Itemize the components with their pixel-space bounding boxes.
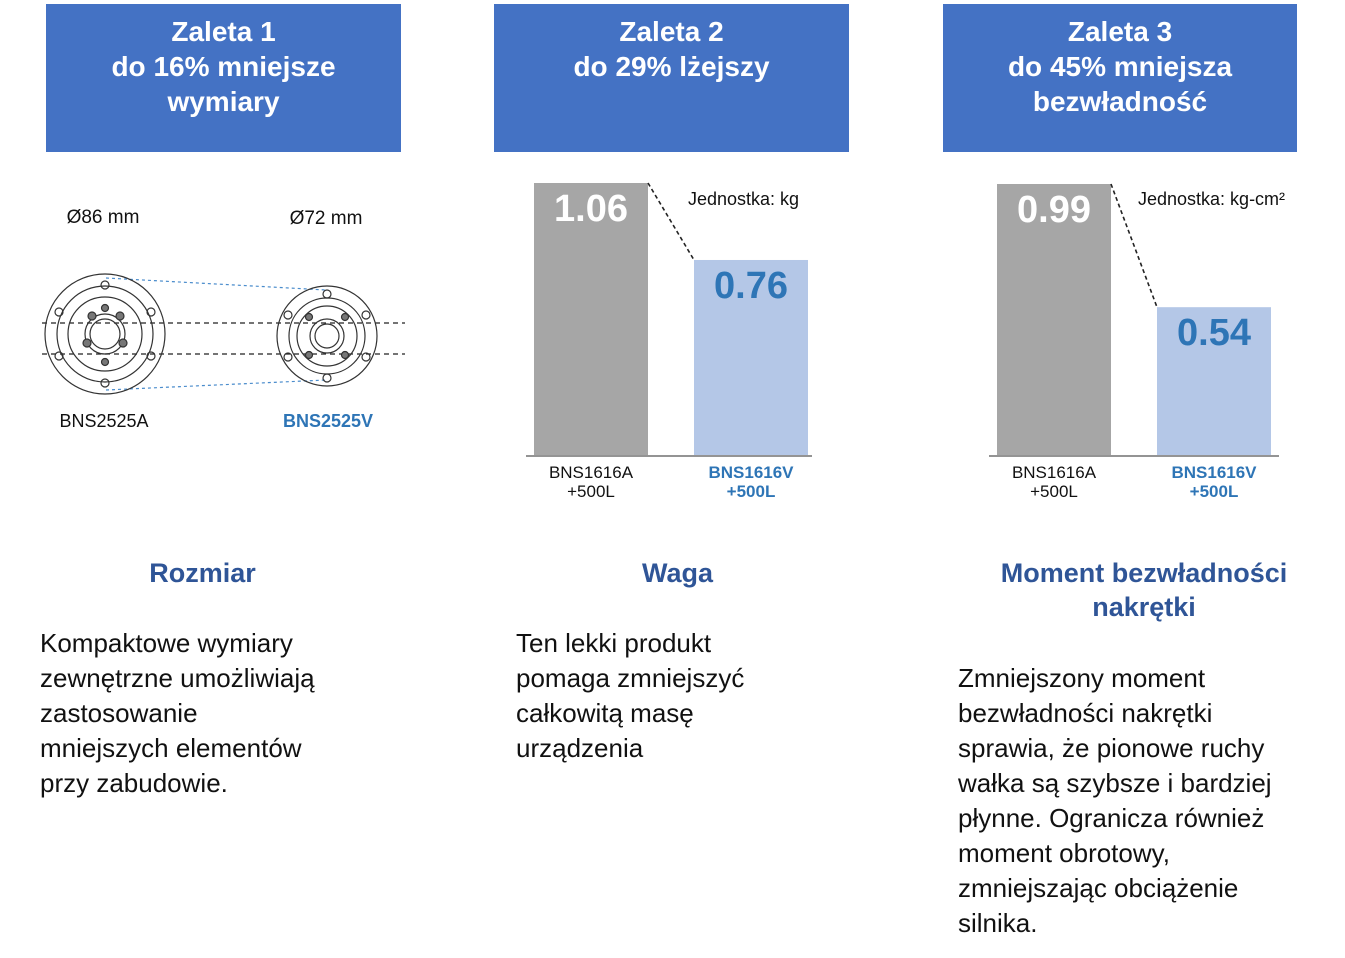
- desc-line: płynne. Ogranicza również: [958, 803, 1265, 833]
- unit-label: Jednostka: kg: [688, 189, 799, 209]
- value-label-1: 0.76: [714, 265, 788, 307]
- desc-line: przy zabudowie.: [40, 768, 228, 798]
- category-label-1: BNS1616V: [1171, 463, 1257, 482]
- model-label-left: BNS2525A: [59, 411, 148, 431]
- unit-label: Jednostka: kg-cm²: [1138, 189, 1285, 209]
- bar-0: [534, 183, 648, 455]
- inertia-chart: Jednostka: kg-cm² 0.99BNS1616A+500L0.54B…: [989, 183, 1285, 501]
- header-line: do 16% mniejsze: [111, 51, 336, 82]
- description-inertia: Zmniejszony moment bezwładności nakrętki…: [958, 661, 1272, 941]
- weight-chart: Jednostka: kg 1.06BNS1616A+500L0.76BNS16…: [526, 182, 812, 501]
- header-line: wymiary: [167, 86, 280, 117]
- desc-line: zewnętrzne umożliwiają: [40, 663, 315, 693]
- header-line: Zaleta 1: [171, 16, 276, 47]
- desc-line: zastosowanie: [40, 698, 198, 728]
- section-title-size: Rozmiar: [149, 558, 256, 588]
- header-line: do 29% lżejszy: [573, 51, 770, 82]
- desc-line: zmniejszając obciążenie: [958, 873, 1239, 903]
- bar-1: [694, 259, 808, 455]
- model-label-right: BNS2525V: [283, 411, 373, 431]
- bar-0: [997, 184, 1111, 455]
- diameter-label-right: Ø72 mm: [290, 208, 363, 229]
- value-label-1: 0.54: [1177, 312, 1251, 354]
- category-label-1: BNS1616V: [708, 463, 794, 482]
- desc-line: pomaga zmniejszyć: [516, 663, 745, 693]
- diameter-label-left: Ø86 mm: [67, 207, 140, 228]
- reduction-connector: [647, 182, 695, 261]
- title-line: nakrętki: [1092, 592, 1196, 622]
- category-sublabel-1: +500L: [727, 482, 776, 501]
- flange-bns2525v: [276, 285, 378, 387]
- section-title-weight: Waga: [641, 558, 713, 588]
- desc-line: bezwładności nakrętki: [958, 698, 1213, 728]
- desc-line: silnika.: [958, 908, 1038, 938]
- header-line: Zaleta 2: [619, 16, 724, 47]
- category-label-0: BNS1616A: [1012, 463, 1097, 482]
- flange-bns2525a: [44, 273, 166, 395]
- header-line: do 45% mniejsza: [1007, 51, 1233, 82]
- description-size: Kompaktowe wymiary zewnętrzne umożliwiaj…: [40, 626, 315, 801]
- value-label-0: 1.06: [554, 188, 628, 230]
- header-line: Zaleta 3: [1067, 16, 1173, 47]
- advantage-1-header: Zaleta 1 do 16% mniejsze wymiary: [46, 4, 401, 152]
- description-weight: Ten lekki produkt pomaga zmniejszyć całk…: [516, 626, 744, 766]
- header-line: bezwładność: [1032, 86, 1208, 117]
- desc-line: sprawia, że pionowe ruchy: [958, 733, 1265, 763]
- category-sublabel-0: +500L: [1030, 482, 1078, 501]
- desc-line: moment obrotowy,: [958, 838, 1170, 868]
- title-line: Moment bezwładności: [1000, 558, 1288, 588]
- desc-line: Kompaktowe wymiary: [40, 628, 293, 658]
- category-sublabel-1: +500L: [1190, 482, 1239, 501]
- desc-line: wałka są szybsze i bardziej: [958, 768, 1272, 798]
- category-label-0: BNS1616A: [549, 463, 634, 482]
- category-sublabel-0: +500L: [567, 482, 615, 501]
- desc-line: Ten lekki produkt: [516, 628, 712, 658]
- desc-line: Zmniejszony moment: [958, 663, 1206, 693]
- desc-line: mniejszych elementów: [40, 733, 302, 763]
- value-label-0: 0.99: [1017, 189, 1091, 231]
- size-comparison-diagram: Ø86 mm Ø72 mm: [42, 207, 405, 431]
- section-title-inertia: Moment bezwładności nakrętki: [970, 556, 1318, 624]
- bar-1: [1157, 307, 1271, 455]
- desc-line: całkowitą masę: [516, 698, 694, 728]
- reduction-connector: [1110, 183, 1158, 308]
- desc-line: urządzenia: [516, 733, 644, 763]
- advantage-2-header: Zaleta 2 do 29% lżejszy: [494, 4, 849, 152]
- advantage-3-header: Zaleta 3 do 45% mniejsza bezwładność: [943, 4, 1297, 152]
